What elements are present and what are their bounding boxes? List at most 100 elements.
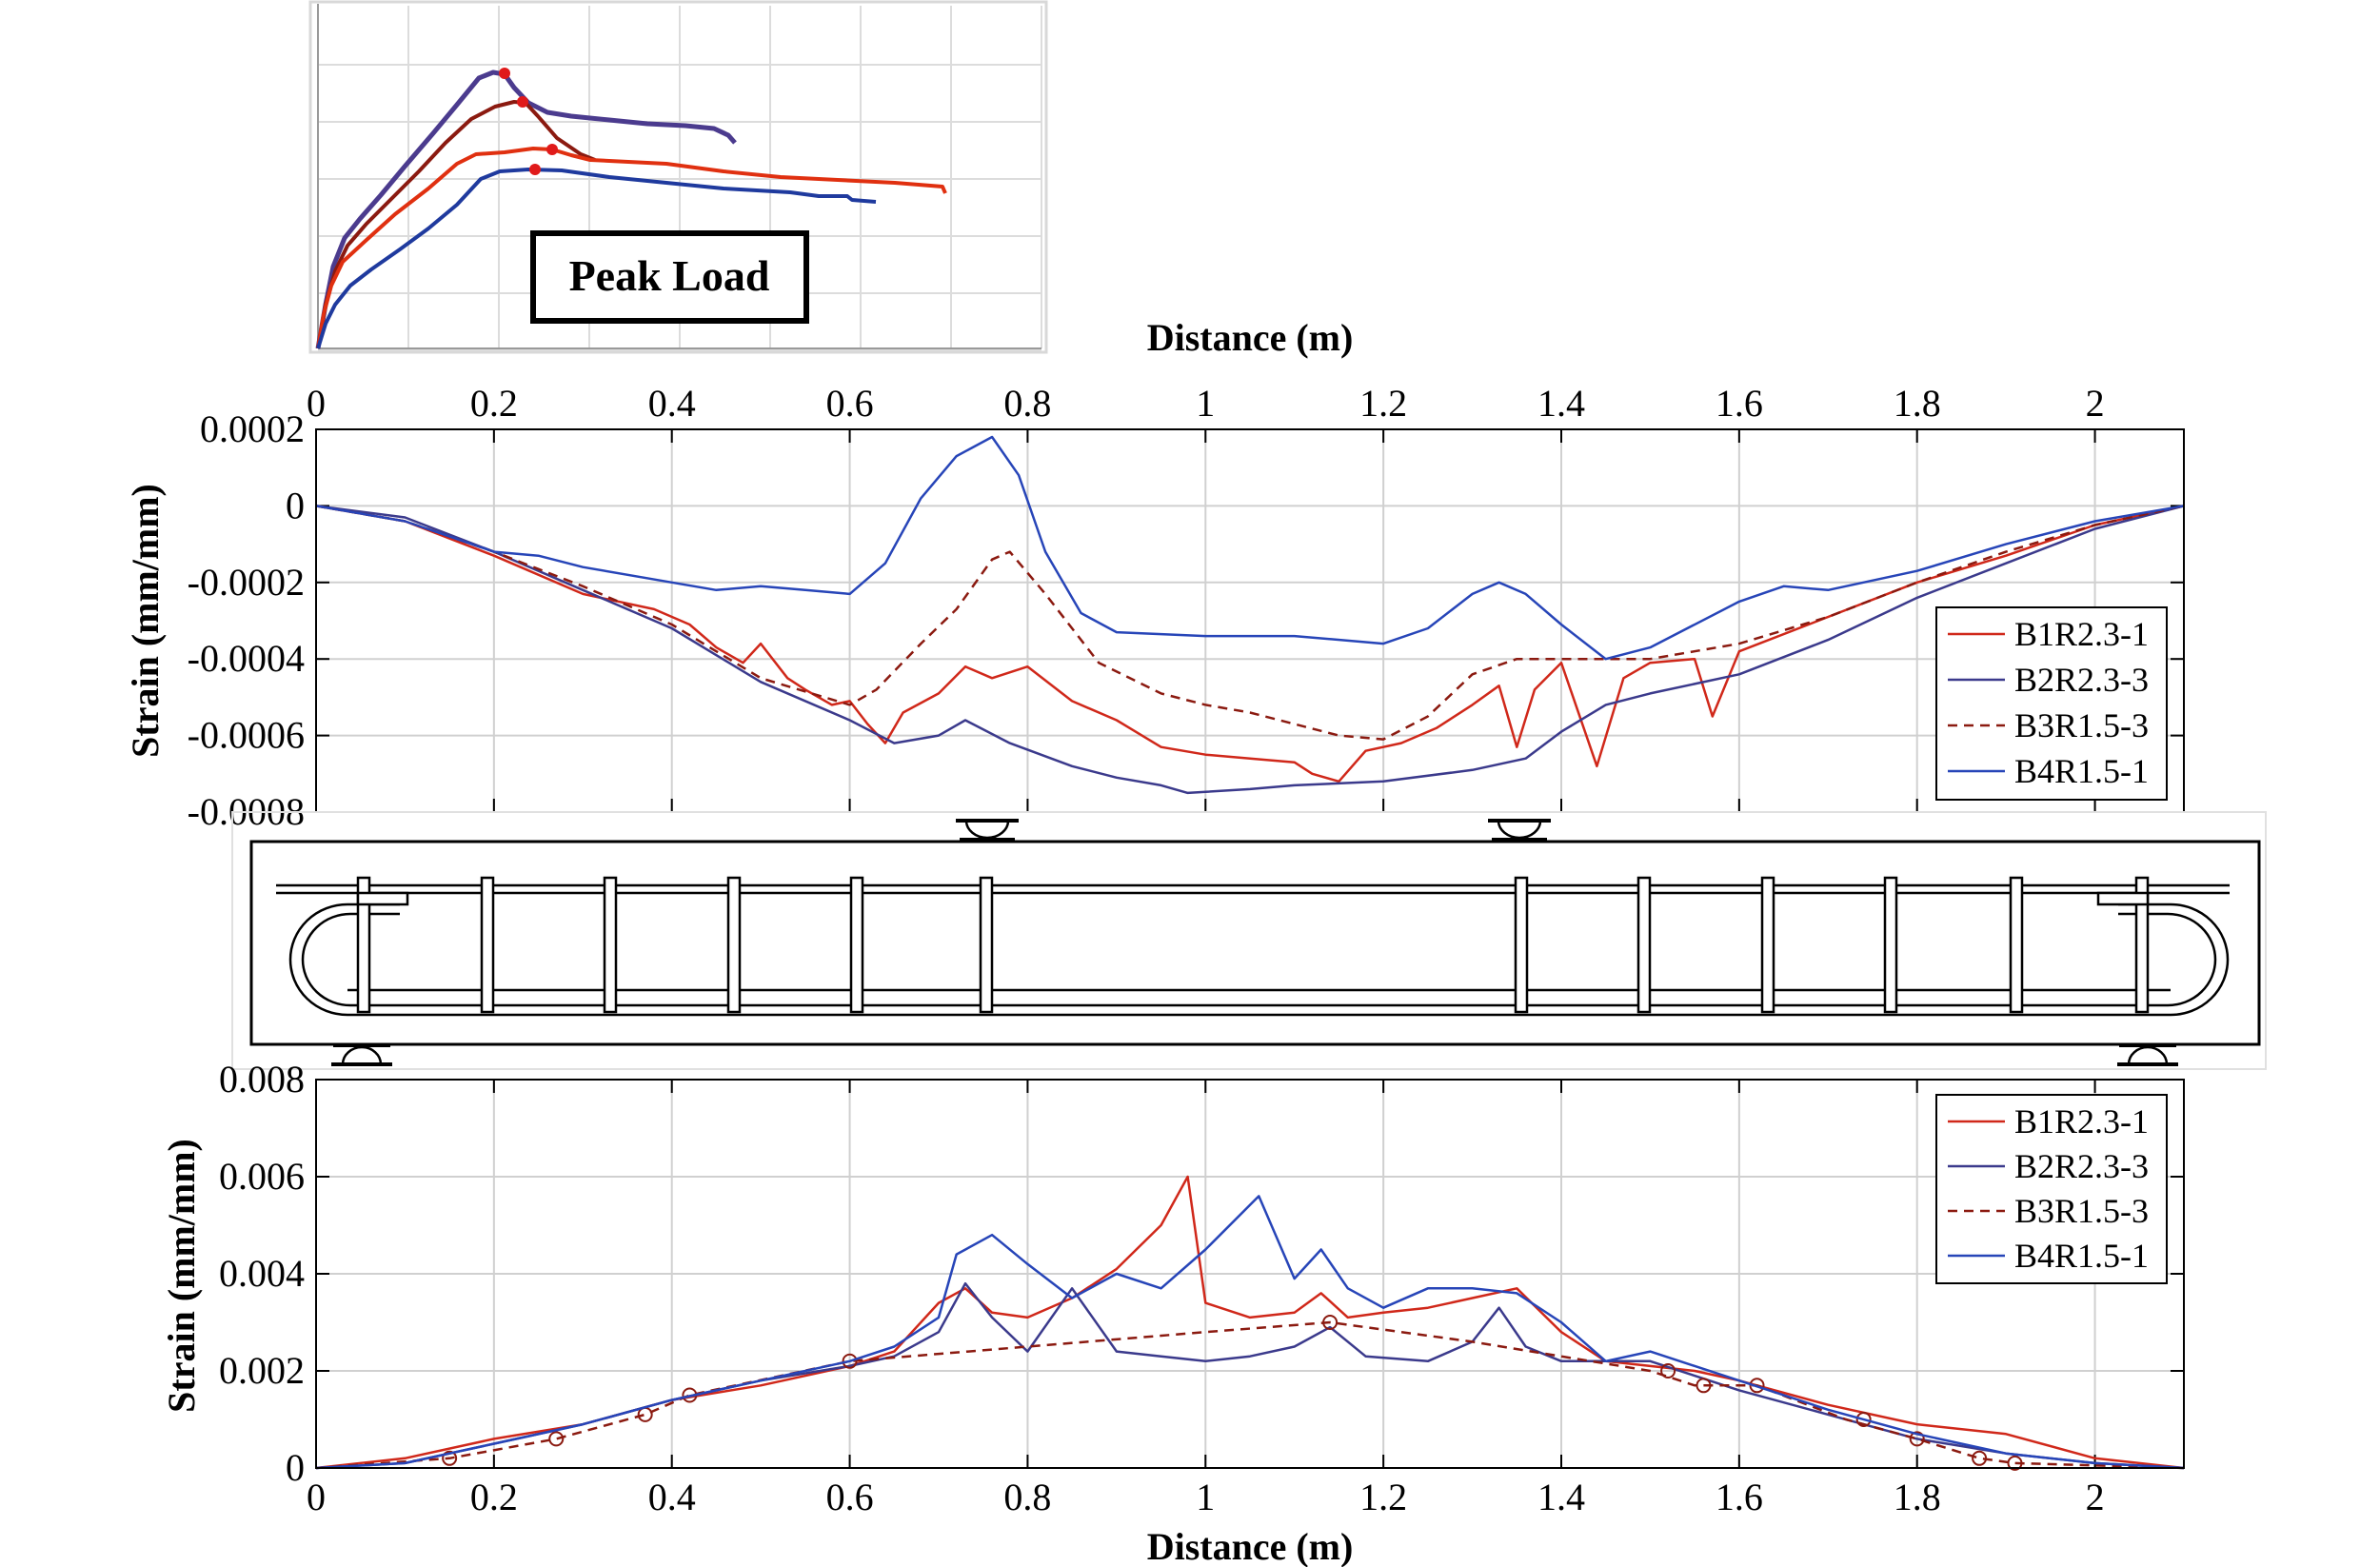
top-chart-legend: B1R2.3-1 B2R2.3-3 B3R1.5-3 B4R1.5-1: [1935, 606, 2168, 801]
series-line-B2R2.3-3: [315, 1281, 2185, 1470]
crack-marker: [1322, 1315, 1339, 1330]
x-tick-label: 1.6: [1716, 382, 1763, 425]
stirrups: [356, 876, 2150, 1014]
legend-label: B1R2.3-1: [2014, 615, 2149, 653]
rebar-anchor: [356, 891, 409, 906]
peak-marker: [499, 68, 510, 79]
bottom-chart-x-label: Distance (m): [1147, 1525, 1354, 1567]
top-chart-x-ticks: 0 0.2 0.4 0.6 0.8 1 1.2 1.4 1.6 1.8 2: [307, 382, 2105, 425]
bottom-chart-y-label: Strain (mm/mm): [160, 1139, 203, 1413]
x-tick-label: 1.6: [1716, 1476, 1763, 1518]
bottom-rebar-hook: [301, 912, 2217, 1007]
peak-marker: [529, 164, 541, 175]
inset-grid: [318, 6, 1042, 351]
x-tick-label: 0.2: [470, 1476, 518, 1518]
x-tick-label: 0.6: [826, 382, 874, 425]
stirrup: [356, 876, 371, 1014]
top-chart-grid: [315, 428, 2184, 813]
y-tick-label: 0.006: [219, 1155, 305, 1198]
series-line-B3R1.5-3: [315, 505, 2185, 741]
beam-outline: [249, 840, 2261, 1046]
x-tick-label: 0.2: [470, 382, 518, 425]
stirrup: [1514, 876, 1529, 1014]
support-left: [331, 1043, 392, 1066]
top-chart-frame: [315, 428, 2185, 813]
x-tick-label: 0.4: [648, 1476, 696, 1518]
x-tick-label: 1: [1196, 1476, 1215, 1518]
bottom-chart-y-ticks: 0.008 0.006 0.004 0.002 0: [219, 1058, 305, 1489]
series-line-B4R1.5-1: [315, 1195, 2185, 1470]
stirrup: [1760, 876, 1775, 1014]
x-tick-label: 0.6: [826, 1476, 874, 1518]
y-tick-label: 0.008: [219, 1058, 305, 1101]
stirrup: [1883, 876, 1898, 1014]
bottom-rebar-hook: [288, 903, 2230, 1017]
x-tick-label: 1: [1196, 382, 1215, 425]
x-tick-label: 0.4: [648, 382, 696, 425]
x-tick-label: 1.8: [1894, 382, 1941, 425]
series-line-B1R2.3-1: [315, 1175, 2185, 1470]
crack-marker: [1855, 1412, 1872, 1427]
crack-marker: [1696, 1378, 1712, 1394]
y-tick-label: 0: [286, 1446, 305, 1489]
y-tick-label: 0.0002: [200, 407, 305, 450]
crack-marker: [442, 1450, 458, 1466]
x-tick-label: 1.4: [1537, 382, 1585, 425]
stirrup: [2009, 876, 2024, 1014]
y-tick-label: -0.0004: [188, 637, 305, 680]
stirrup: [849, 876, 864, 1014]
peak-load-label: Peak Load: [569, 251, 770, 300]
crack-marker: [637, 1406, 653, 1422]
series-line-B2R2.3-3: [315, 505, 2185, 795]
bottom-chart-grid: [315, 1079, 2184, 1469]
crack-marker: [842, 1353, 858, 1369]
top-chart-x-label: Distance (m): [1147, 316, 1354, 359]
stirrup: [979, 876, 994, 1014]
series-line-B1R2.3-1: [315, 505, 2185, 784]
x-tick-label: 0.8: [1003, 1476, 1051, 1518]
inset-chart: Peak Load: [308, 0, 1048, 354]
legend-box: [1935, 606, 2168, 801]
x-tick-label: 2: [2086, 1476, 2105, 1518]
x-tick-label: 0: [307, 382, 326, 425]
bottom-chart: 0 0.2 0.4 0.6 0.8 1 1.2 1.4 1.6 1.8 2 0.0080.0060.…: [160, 1058, 2185, 1567]
bottom-chart-legend: B1R2.3-1 B2R2.3-3 B3R1.5-3 B4R1.5-1: [1935, 1094, 2168, 1284]
y-tick-label: 0: [286, 484, 305, 526]
inset-peak-markers: [499, 68, 558, 175]
x-tick-label: 0.8: [1003, 382, 1051, 425]
x-tick-label: 1.4: [1537, 1476, 1585, 1518]
crack-marker: [548, 1431, 565, 1447]
load-roller: [1497, 819, 1542, 840]
peak-marker: [546, 144, 558, 155]
inset-curves: [315, 69, 947, 349]
crack-marker: [1660, 1363, 1676, 1379]
x-tick-label: 2: [2086, 382, 2105, 425]
peak-marker: [517, 96, 528, 108]
x-tick-label: 0: [307, 1476, 326, 1518]
legend-label: B2R2.3-3: [2014, 661, 2149, 699]
rebar-anchor: [2096, 891, 2150, 906]
stirrup: [603, 876, 618, 1014]
crack-marker: [1909, 1431, 1925, 1447]
inset-curve-blue: [316, 168, 877, 349]
bottom-chart-x-ticks: 0 0.2 0.4 0.6 0.8 1 1.2 1.4 1.6 1.8 2: [307, 1476, 2105, 1518]
inset-curve-brown: [316, 100, 596, 349]
beam-diagram: [231, 811, 2267, 1070]
x-tick-label: 1.2: [1359, 1476, 1407, 1518]
y-tick-label: 0.002: [219, 1349, 305, 1392]
peak-load-box: [530, 230, 809, 324]
legend-label: B2R2.3-3: [2014, 1147, 2149, 1185]
legend-label: B3R1.5-3: [2014, 706, 2149, 744]
top-chart-y-label: Strain (mm/mm): [124, 484, 167, 758]
legend-label: B1R2.3-1: [2014, 1102, 2149, 1141]
support-roller: [2127, 1045, 2169, 1066]
x-tick-label: 1.8: [1894, 1476, 1941, 1518]
stirrup: [1636, 876, 1652, 1014]
crack-marker: [1972, 1450, 1988, 1466]
series-line-B4R1.5-1: [315, 435, 2185, 661]
y-tick-label: 0.004: [219, 1252, 305, 1295]
legend-label: B4R1.5-1: [2014, 752, 2149, 790]
support-right: [2117, 1043, 2178, 1066]
y-tick-label: -0.0002: [188, 561, 305, 604]
bottom-chart-frame: [315, 1079, 2185, 1469]
